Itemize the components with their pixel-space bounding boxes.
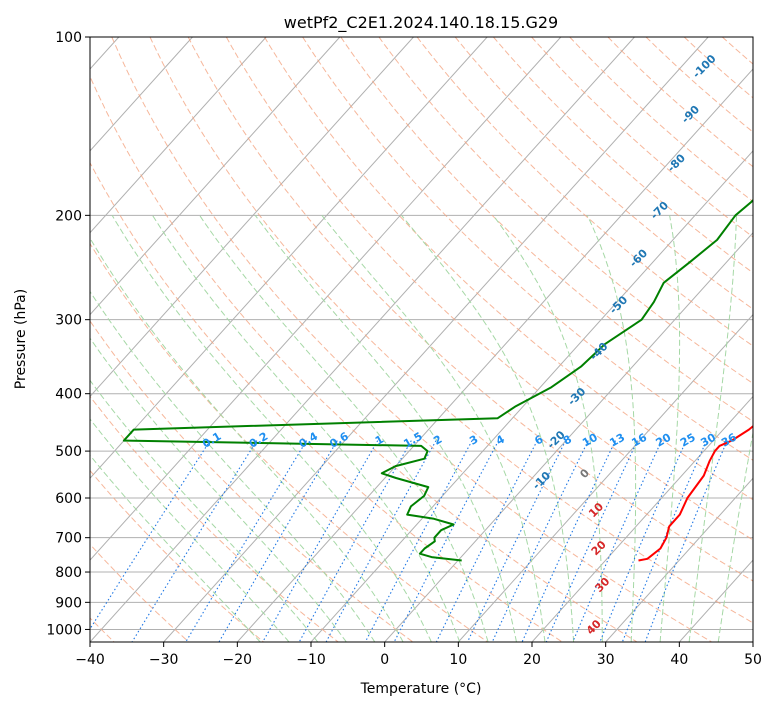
dry-adiabat-line (607, 37, 753, 168)
x-tick-label: 10 (449, 652, 467, 668)
x-axis-ticks: −40 −30 −20 −10 0 10 20 30 40 50 (75, 642, 762, 668)
dewpoint-profile-line (122, 198, 753, 562)
mixing-ratio-line (545, 440, 638, 642)
x-tick-label: −20 (223, 652, 253, 668)
dry-adiabat-line (493, 37, 753, 274)
mixing-ratio-line (435, 440, 538, 642)
plot-frame (89, 36, 754, 643)
dry-adiabat-line (90, 161, 563, 642)
mixing-ratio-line (621, 440, 708, 642)
y-tick-label: 1000 (46, 622, 82, 638)
isotherm-line (531, 395, 753, 642)
isotherm-line (90, 37, 414, 398)
dry-adiabat-line (340, 37, 753, 423)
y-tick-label: 100 (55, 30, 82, 46)
chart-title: wetPf2_C2E1.2024.140.18.15.G29 (284, 13, 558, 33)
moist-adiabat-line (688, 215, 737, 642)
x-tick-label: −40 (75, 652, 105, 668)
mixing-ratio-line (521, 440, 616, 642)
temperature-profile-line (638, 424, 753, 562)
isotherm-line (384, 231, 753, 642)
moist-adiabat-line (90, 379, 319, 642)
isotherm-line (90, 37, 193, 152)
moist-adiabat-line (90, 454, 261, 642)
x-axis-label: Temperature (°C) (360, 681, 482, 697)
mixing-ratio-line (325, 440, 437, 642)
mixing-ratio-line (185, 440, 308, 642)
x-tick-label: 50 (744, 652, 762, 668)
moist-adiabat-line (152, 215, 461, 642)
moist-adiabat-line (492, 215, 603, 642)
mixing-ratio-line (467, 440, 567, 642)
mixing-ratio-lines (90, 440, 728, 642)
mixing-ratio-line (393, 440, 500, 642)
isotherm-line (163, 37, 709, 642)
moist-adiabat-line (199, 215, 489, 642)
isotherm-lines (90, 37, 753, 642)
dry-adiabat-line (378, 37, 753, 385)
y-tick-label: 800 (55, 565, 82, 581)
dry-adiabat-line (225, 37, 753, 541)
mixing-ratio-line (599, 440, 687, 642)
dry-adiabat-lines (90, 37, 753, 642)
isotherm-line (90, 37, 635, 642)
moist-adiabat-line (321, 214, 546, 642)
dry-adiabat-line (90, 75, 638, 642)
y-tick-label: 200 (55, 208, 82, 224)
isotherm-line (90, 37, 562, 561)
moist-adiabat-line (586, 215, 637, 642)
profile-series (122, 198, 753, 562)
y-tick-label: 600 (55, 491, 82, 507)
x-tick-label: 40 (670, 652, 688, 668)
moist-adiabat-line (90, 290, 376, 642)
moist-adiabat-line (254, 215, 517, 642)
mixing-ratio-line (364, 440, 473, 642)
x-tick-label: 30 (597, 652, 615, 668)
y-tick-label: 300 (55, 313, 82, 329)
dry-adiabat-line (90, 395, 339, 642)
dry-adiabat-line (111, 37, 712, 642)
dry-adiabat-line (264, 37, 753, 501)
y-tick-label: 900 (55, 595, 82, 611)
dry-adiabat-line (454, 37, 753, 310)
y-tick-label: 500 (55, 444, 82, 460)
isotherm-line (457, 313, 753, 642)
y-tick-label: 400 (55, 387, 82, 403)
isotherm-line (90, 37, 267, 234)
x-tick-label: −30 (149, 652, 179, 668)
mixing-ratio-line (131, 440, 258, 642)
isotherm-line (605, 477, 753, 642)
dry-adiabat-line (302, 37, 753, 461)
moist-adiabat-line (90, 237, 404, 642)
isotherm-line (236, 68, 753, 642)
mixing-ratio-line (491, 440, 589, 642)
moist-adiabat-line (90, 337, 347, 642)
isotherm-line (90, 37, 341, 316)
moist-adiabat-line (659, 215, 681, 642)
mixing-ratio-line (298, 440, 412, 642)
x-tick-label: 0 (380, 652, 389, 668)
x-tick-label: 20 (523, 652, 541, 668)
y-axis-ticks: 100 200 300 400 500 600 700 800 900 1000 (46, 30, 90, 638)
dry-adiabat-line (90, 320, 414, 642)
isotherm-line (90, 37, 488, 480)
mixing-ratio-line (218, 440, 338, 642)
dry-adiabat-line (90, 242, 488, 642)
y-axis-label: Pressure (hPa) (13, 289, 29, 389)
dry-adiabat-line (569, 37, 753, 203)
x-tick-label: −10 (296, 652, 326, 668)
moist-adiabat-line (717, 430, 753, 642)
dry-adiabat-line (187, 37, 753, 582)
y-tick-label: 700 (55, 531, 82, 547)
moist-adiabat-line (401, 214, 575, 642)
